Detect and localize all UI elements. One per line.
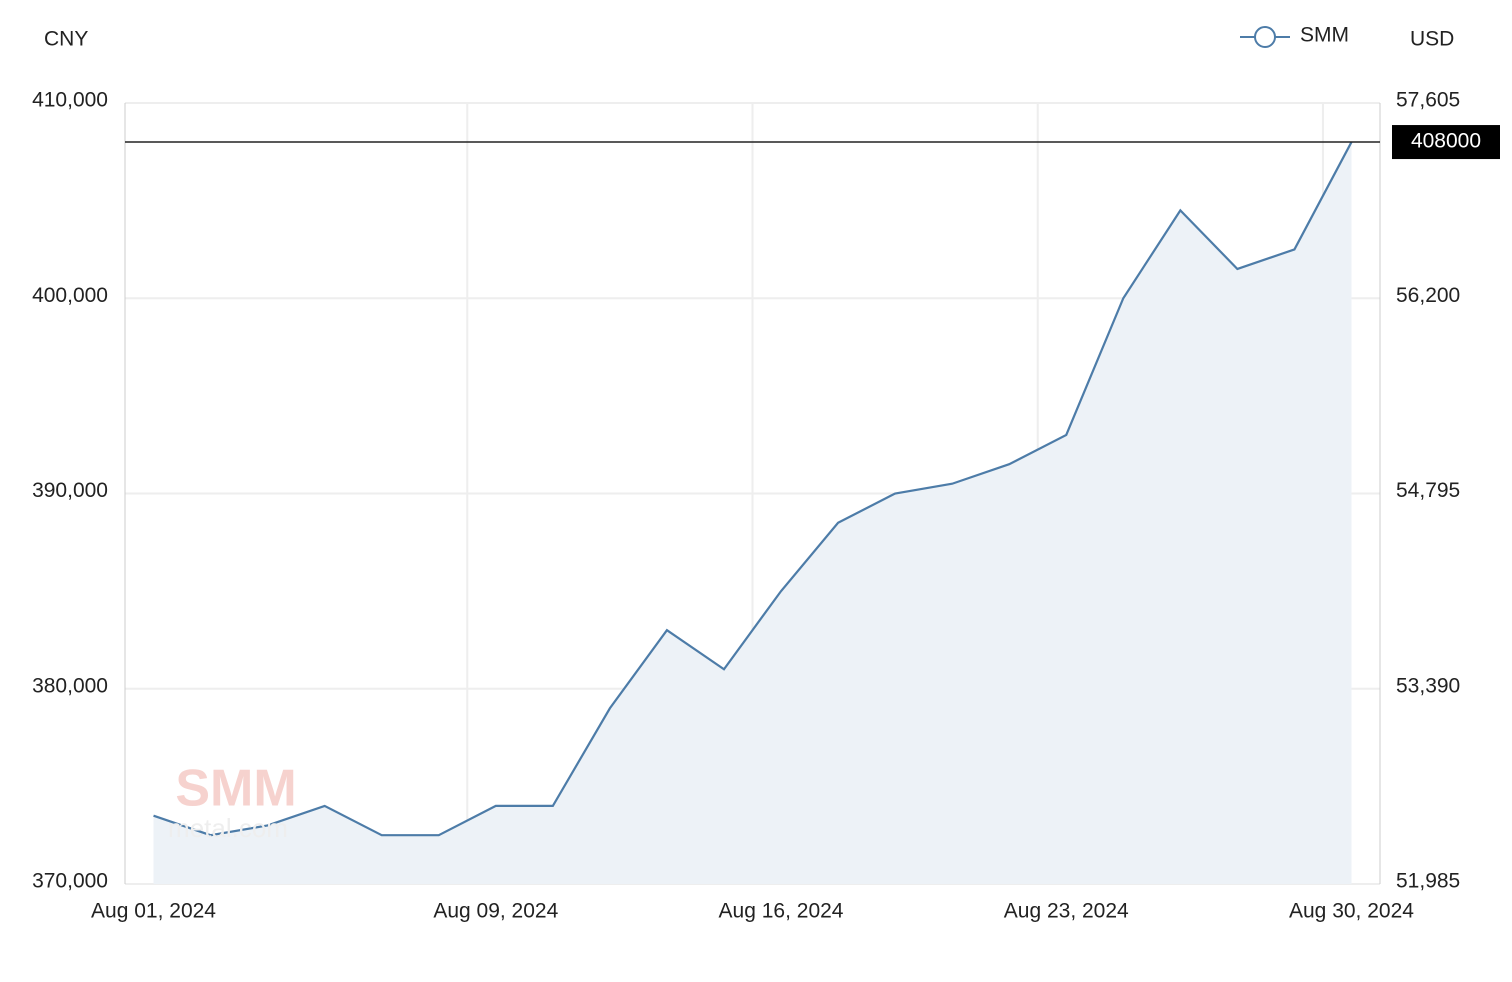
y2-tick-label: 51,985 xyxy=(1396,870,1460,893)
legend-marker xyxy=(1254,26,1276,48)
y2-tick-label: 53,390 xyxy=(1396,674,1460,697)
area xyxy=(153,142,1352,885)
y-tick-label: 380,000 xyxy=(32,674,108,697)
crosshair-label-bg xyxy=(1392,125,1500,160)
watermark-site: metal.com xyxy=(168,813,288,843)
y-axis-title: CNY xyxy=(44,28,88,51)
y2-axis-title: USD xyxy=(1410,28,1454,51)
y2-tick-label: 56,200 xyxy=(1396,284,1460,307)
y-tick-label: 370,000 xyxy=(32,870,108,893)
y2-tick-label: 54,795 xyxy=(1396,479,1460,502)
x-tick-label: Aug 01, 2024 xyxy=(91,900,216,923)
x-tick-label: Aug 16, 2024 xyxy=(719,900,844,923)
y-tick-label: 390,000 xyxy=(32,479,108,502)
y-tick-label: 410,000 xyxy=(32,89,108,112)
x-tick-label: Aug 30, 2024 xyxy=(1289,900,1414,923)
crosshair-label: 408000 xyxy=(1411,130,1481,153)
x-tick-label: Aug 23, 2024 xyxy=(1004,900,1129,923)
watermark-logo: SMM xyxy=(175,760,296,818)
y2-tick-label: 57,605 xyxy=(1396,89,1460,112)
plot xyxy=(124,102,1381,885)
y-tick-label: 400,000 xyxy=(32,284,108,307)
x-tick-label: Aug 09, 2024 xyxy=(433,900,558,923)
line xyxy=(153,141,1353,837)
legend-label: SMM xyxy=(1300,24,1349,47)
